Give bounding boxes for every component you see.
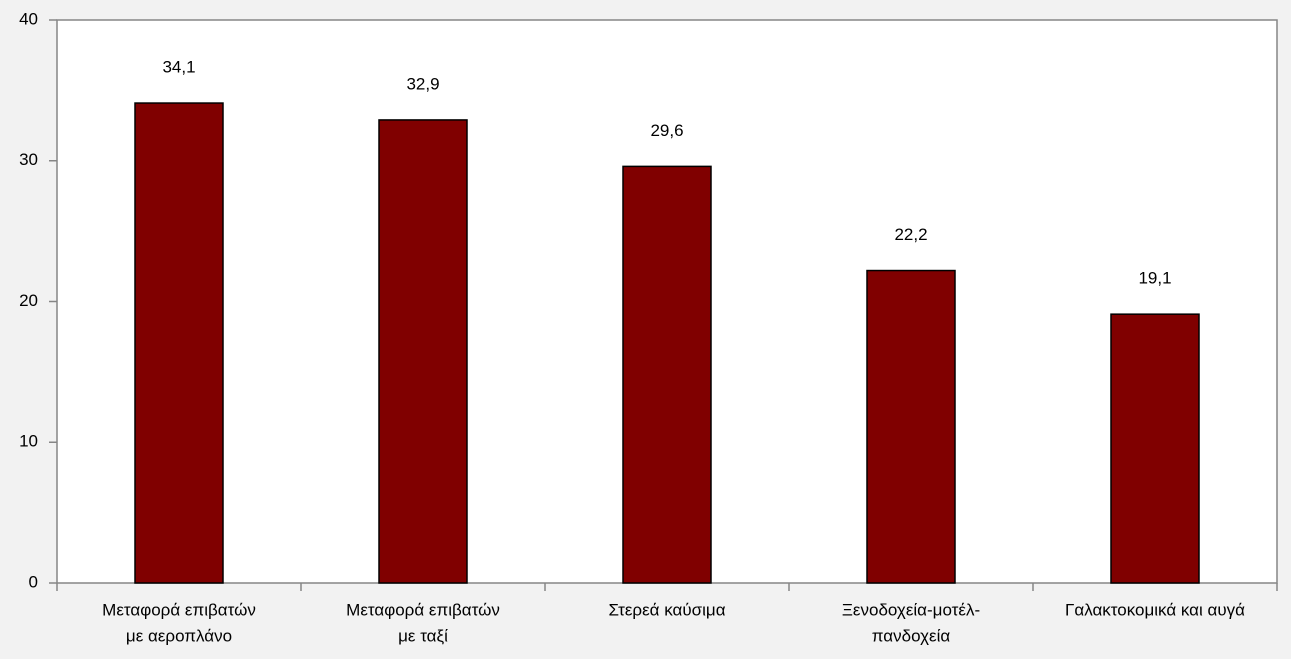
y-tick-label: 40 bbox=[19, 9, 38, 28]
x-tick-label: Ξενοδοχεία-μοτέλ- bbox=[842, 600, 980, 619]
bar bbox=[378, 119, 468, 584]
bar bbox=[866, 269, 956, 584]
bar bbox=[1110, 313, 1200, 584]
y-tick-label: 30 bbox=[19, 150, 38, 169]
y-tick-label: 20 bbox=[19, 291, 38, 310]
bar bbox=[622, 165, 712, 584]
x-tick-label: Μεταφορά επιβατών bbox=[346, 600, 500, 619]
value-label: 19,1 bbox=[1138, 269, 1171, 288]
x-tick-label: με αεροπλάνο bbox=[126, 626, 232, 645]
y-tick-label: 10 bbox=[19, 432, 38, 451]
x-tick-label: με ταξί bbox=[398, 626, 448, 645]
x-tick-label: Γαλακτοκομικά και αυγά bbox=[1065, 600, 1245, 619]
value-label: 34,1 bbox=[162, 58, 195, 77]
value-label: 22,2 bbox=[894, 225, 927, 244]
value-label: 29,6 bbox=[650, 121, 683, 140]
x-tick-label: Μεταφορά επιβατών bbox=[102, 600, 256, 619]
bar bbox=[134, 102, 224, 584]
x-tick-label: πανδοχεία bbox=[872, 626, 951, 645]
x-tick-label: Στερεά καύσιμα bbox=[608, 600, 725, 619]
y-tick-label: 0 bbox=[29, 572, 38, 591]
value-label: 32,9 bbox=[406, 74, 439, 93]
